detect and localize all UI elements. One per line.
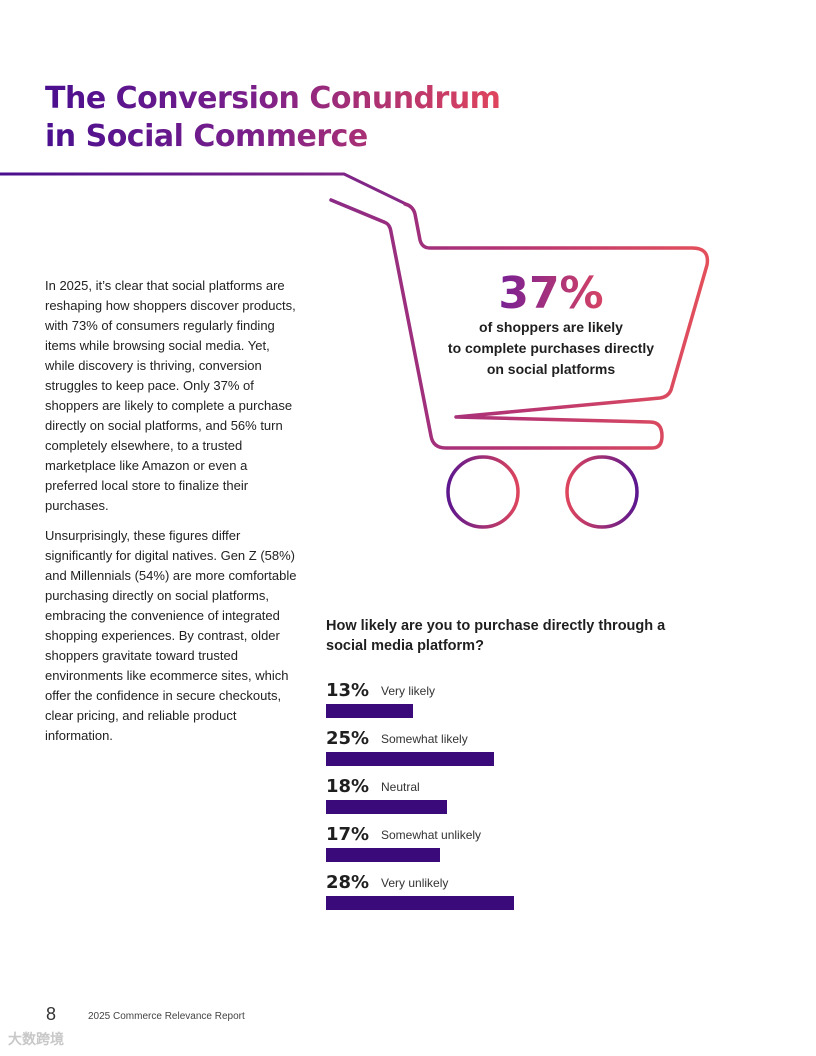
bar [326,752,494,766]
cart-handle [329,198,386,224]
callout-caption-line-3: on social platforms [486,361,616,377]
bar-category-label: Very likely [381,684,436,698]
body-paragraph-1: In 2025, it’s clear that social platform… [45,278,296,513]
bar [326,704,413,718]
callout-caption: of shoppers are likely to complete purch… [430,317,672,380]
cart-wheel-left [446,455,520,529]
bar-row: 25% Somewhat likely [326,725,646,773]
bar-value-label: 18% [326,776,370,797]
bar-category-label: Very unlikely [381,876,449,890]
bar [326,800,447,814]
body-text: In 2025, it’s clear that social platform… [45,276,301,756]
bar [326,848,440,862]
bar-value-label: 13% [326,680,370,701]
bar-category-label: Somewhat likely [381,732,468,746]
callout-caption-line-2: to complete purchases directly [447,340,655,356]
bar [326,896,514,910]
report-title: 2025 Commerce Relevance Report [88,1011,245,1022]
cart-wheel-right [565,455,639,529]
title-rule [0,172,411,208]
callout-stat: 37% [440,268,662,320]
bar-value-label: 28% [326,872,370,893]
page-number: 8 [46,1004,57,1024]
watermark: 大数跨境 [8,1031,64,1047]
body-paragraph-2: Unsurprisingly, these figures differ sig… [45,528,297,743]
bar-row: 28% Very unlikely [326,869,646,917]
bar-category-label: Neutral [381,780,420,794]
bar-chart: 13% Very likely 25% Somewhat likely 18% Neutr… [326,677,646,917]
bar-row: 13% Very likely [326,677,646,725]
chart-title: How likely are you to purchase directly … [326,618,666,654]
cart-body [382,202,710,450]
bar-value-label: 25% [326,728,370,749]
callout-caption-line-1: of shoppers are likely [479,319,623,335]
bar-row: 17% Somewhat unlikely [326,821,646,869]
bar-row: 18% Neutral [326,773,646,821]
bar-category-label: Somewhat unlikely [381,828,482,842]
bar-value-label: 17% [326,824,370,845]
